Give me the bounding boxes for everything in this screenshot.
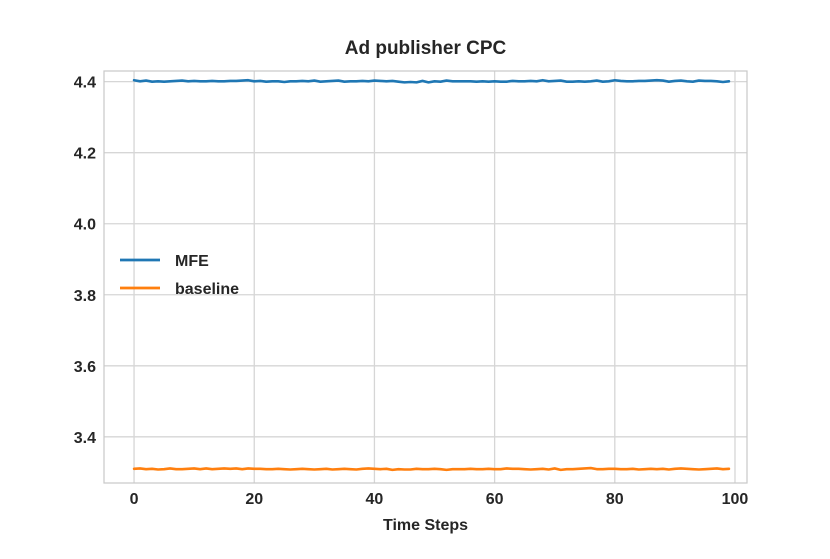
y-tick-label: 4.2: [74, 146, 96, 163]
y-tick-label: 3.4: [74, 430, 96, 447]
x-tick-label: 100: [722, 491, 749, 508]
series-line-mfe: [132, 78, 731, 84]
y-tick-label: 3.6: [74, 359, 96, 376]
y-tick-labels: 3.4 3.6 3.8 4.0 4.2 4.4: [74, 75, 96, 447]
y-tick-label: 4.0: [74, 217, 96, 234]
series-layer: [132, 78, 731, 472]
x-tick-label: 80: [606, 491, 624, 508]
legend-label-mfe: MFE: [175, 253, 209, 270]
x-axis-label: Time Steps: [383, 517, 468, 534]
y-tick-label: 4.4: [74, 75, 96, 92]
x-tick-label: 0: [130, 491, 139, 508]
x-tick-labels: 0 20 40 60 80 100: [130, 491, 749, 508]
plot-frame: [103, 70, 748, 484]
legend-label-baseline: baseline: [175, 281, 239, 298]
plot-background: [104, 71, 747, 483]
x-tick-label: 60: [486, 491, 504, 508]
series-line-baseline: [132, 466, 731, 472]
chart-title: Ad publisher CPC: [345, 38, 507, 59]
x-tick-label: 40: [366, 491, 384, 508]
x-tick-label: 20: [245, 491, 263, 508]
y-tick-label: 3.8: [74, 288, 96, 305]
legend: MFE baseline: [120, 253, 239, 298]
